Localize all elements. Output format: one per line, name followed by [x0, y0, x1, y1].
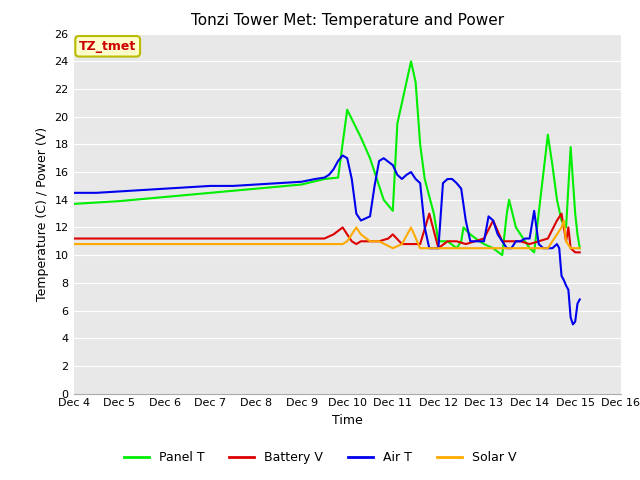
Title: Tonzi Tower Met: Temperature and Power: Tonzi Tower Met: Temperature and Power: [191, 13, 504, 28]
X-axis label: Time: Time: [332, 414, 363, 427]
Y-axis label: Temperature (C) / Power (V): Temperature (C) / Power (V): [36, 127, 49, 300]
Text: TZ_tmet: TZ_tmet: [79, 40, 136, 53]
Legend: Panel T, Battery V, Air T, Solar V: Panel T, Battery V, Air T, Solar V: [118, 446, 522, 469]
